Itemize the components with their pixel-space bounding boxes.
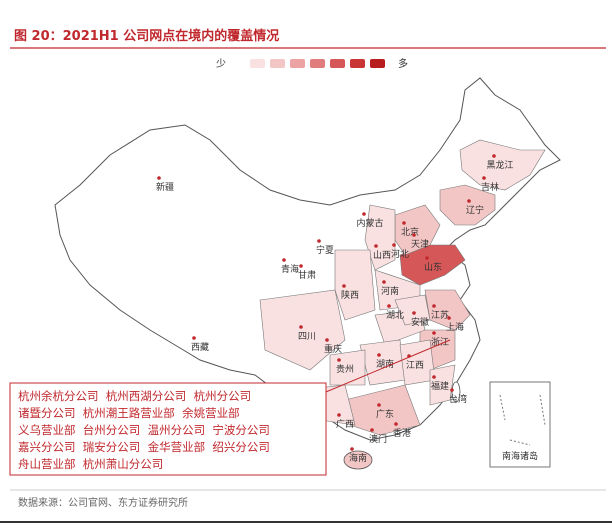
legend-swatch <box>270 59 285 68</box>
province-dot <box>492 154 496 158</box>
province-dot <box>317 239 321 243</box>
province-label: 山东 <box>424 261 442 273</box>
province-label: 安徽 <box>411 316 429 328</box>
province-label: 澳门 <box>369 433 387 445</box>
province-dot <box>337 413 341 417</box>
province-label: 贵州 <box>336 363 354 375</box>
province-label: 香港 <box>393 427 411 439</box>
callout-line: 杭州余杭分公司 杭州西湖分公司 杭州分公司 <box>18 389 251 403</box>
province-dot <box>482 176 486 180</box>
province-dot <box>299 264 303 268</box>
province-label: 新疆 <box>156 181 174 193</box>
province-label: 宁夏 <box>316 244 334 256</box>
province-label: 重庆 <box>324 343 342 355</box>
province-dot <box>392 243 396 247</box>
province-label: 福建 <box>431 380 449 392</box>
province-dot <box>157 176 161 180</box>
title: 图 20：2021H1 公司网点在境内的覆盖情况 <box>14 28 279 44</box>
province-shading <box>259 139 546 436</box>
province-dot <box>382 280 386 284</box>
province-label: 吉林 <box>481 181 499 193</box>
province-dot <box>432 331 436 335</box>
province-label: 北京 <box>401 226 419 238</box>
legend-swatches <box>250 59 385 68</box>
province-dot <box>342 284 346 288</box>
province-dot <box>192 336 196 340</box>
province-dot <box>432 304 436 308</box>
province-dot <box>350 447 354 451</box>
province-label: 湖北 <box>386 310 404 321</box>
province-dot <box>447 316 451 320</box>
province-dot <box>412 311 416 315</box>
callout-line: 嘉兴分公司 瑞安分公司 金华营业部 绍兴分公司 <box>18 440 270 454</box>
legend-high: 多 <box>398 57 408 70</box>
province-label: 辽宁 <box>466 204 484 216</box>
callout-line: 诸暨分公司 杭州潮王路营业部 余姚营业部 <box>18 406 240 420</box>
source: 数据来源：公司官网、东方证券研究所 <box>18 496 188 509</box>
province-label: 海南 <box>349 452 367 464</box>
legend-swatch <box>330 59 345 68</box>
province-dot <box>467 199 471 203</box>
legend-swatch <box>250 59 265 68</box>
legend-swatch <box>290 59 305 68</box>
province-label: 西藏 <box>191 341 209 353</box>
province-dot <box>402 221 406 225</box>
callout-line: 舟山营业部 杭州萧山分公司 <box>18 457 163 471</box>
taiwan-island <box>451 381 461 403</box>
province-dot <box>362 212 366 216</box>
province-dot <box>337 358 341 362</box>
province-label: 黑龙江 <box>486 159 513 171</box>
inset-lines <box>499 394 546 446</box>
province-dot <box>282 258 286 262</box>
province-dot <box>325 338 329 342</box>
callout-box <box>9 382 327 476</box>
province-dot <box>387 304 391 308</box>
province-label: 上海 <box>446 321 464 333</box>
province-label: 江西 <box>406 360 424 371</box>
legend-swatch <box>370 59 385 68</box>
province-dot <box>425 256 429 260</box>
province-label: 陕西 <box>341 289 359 301</box>
province-dot <box>374 244 378 248</box>
province-label: 天津 <box>411 239 429 250</box>
province-label: 内蒙古 <box>356 217 383 229</box>
hainan-island <box>343 450 373 470</box>
province-dot <box>377 403 381 407</box>
legend-swatch <box>350 59 365 68</box>
province-label: 四川 <box>298 332 316 342</box>
province-dot <box>377 353 381 357</box>
legend-low: 少 <box>216 58 226 70</box>
province-label: 广东 <box>376 408 394 420</box>
legend-swatch <box>310 59 325 68</box>
province-label: 湖南 <box>376 358 394 370</box>
province-label: 江苏 <box>431 309 449 321</box>
province-dot <box>450 388 454 392</box>
province-dot <box>370 428 374 432</box>
province-label: 山西 <box>373 250 391 261</box>
callout-arrow <box>301 339 451 403</box>
province-dot <box>412 233 416 237</box>
province-dot <box>394 422 398 426</box>
province-label: 广西 <box>336 418 354 430</box>
province-dot <box>299 325 303 329</box>
province-label: 河南 <box>381 285 399 297</box>
province-label: 浙江 <box>431 336 449 348</box>
province-label: 青海 <box>281 263 299 275</box>
inset-label: 南海诸岛 <box>502 450 538 462</box>
province-dot <box>432 375 436 379</box>
province-label: 河北 <box>391 248 409 260</box>
province-label: 甘肃 <box>298 269 316 281</box>
province-label: 台湾 <box>449 393 467 405</box>
callout-line: 义乌营业部 台州分公司 温州分公司 宁波分公司 <box>18 423 270 437</box>
